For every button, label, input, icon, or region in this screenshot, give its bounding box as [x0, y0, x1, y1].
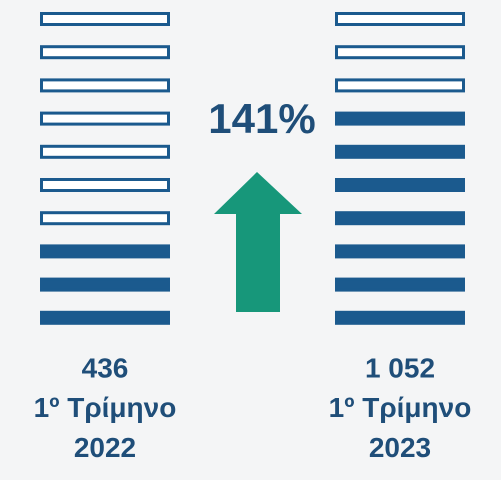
- value-label: 1 052: [365, 352, 435, 383]
- unit-icon: [335, 111, 465, 126]
- unit-icon: [335, 211, 465, 226]
- unit-icon: [40, 310, 170, 325]
- category-line: 1º Τρίμηνο: [329, 392, 472, 423]
- unit-icon: [335, 45, 465, 60]
- unit-icon: [40, 211, 170, 226]
- category-line: 2022: [74, 432, 136, 463]
- growth-arrow: [214, 172, 302, 312]
- unit-icon: [335, 144, 465, 159]
- unit-icon: [335, 244, 465, 259]
- annotation: 141%: [208, 95, 315, 142]
- unit-icon: [40, 78, 170, 93]
- unit-icon: [40, 12, 170, 26]
- category-label: 1º Τρίμηνο 2022: [34, 392, 177, 463]
- unit-icon: [335, 78, 465, 93]
- value-label: 436: [82, 352, 129, 383]
- unit-icon: [335, 12, 465, 26]
- category-label: 1º Τρίμηνο 2023: [329, 392, 472, 463]
- unit-icon: [335, 310, 465, 325]
- unit-icon: [335, 178, 465, 192]
- unit-icon: [40, 144, 170, 159]
- category-line: 2023: [369, 432, 431, 463]
- unit-icon: [40, 45, 170, 60]
- unit-icon: [40, 244, 170, 259]
- category-line: 1º Τρίμηνο: [34, 392, 177, 423]
- unit-icon: [335, 277, 465, 292]
- unit-icon: [40, 178, 170, 192]
- unit-icon: [40, 111, 170, 126]
- unit-icon: [40, 277, 170, 292]
